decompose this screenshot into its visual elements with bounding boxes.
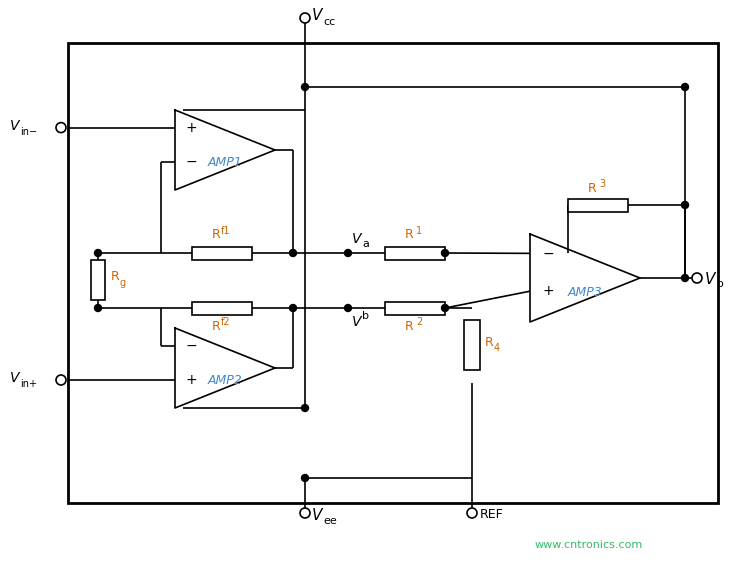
Text: f1: f1 [222, 226, 231, 236]
Bar [192, 247, 252, 260]
Bar [192, 301, 252, 315]
Text: R: R [588, 182, 596, 194]
Text: o: o [716, 279, 723, 289]
Circle shape [442, 250, 448, 256]
Bar [568, 198, 628, 211]
Text: 2: 2 [416, 317, 422, 327]
Text: ee: ee [323, 516, 336, 526]
Bar [91, 260, 105, 300]
Text: R: R [212, 229, 220, 242]
Circle shape [345, 305, 351, 311]
Text: a: a [362, 239, 369, 249]
Circle shape [289, 250, 296, 256]
Text: +: + [542, 284, 554, 298]
Text: R: R [111, 270, 120, 283]
Circle shape [300, 13, 310, 23]
Text: V: V [10, 119, 19, 133]
Text: V: V [352, 232, 362, 246]
Bar [464, 320, 480, 370]
Text: V: V [312, 8, 322, 24]
Circle shape [682, 274, 689, 282]
Circle shape [289, 305, 296, 311]
Circle shape [56, 123, 66, 133]
Text: AMP3: AMP3 [568, 285, 602, 298]
Text: 1: 1 [416, 226, 422, 236]
Circle shape [682, 202, 689, 209]
Circle shape [692, 273, 702, 283]
Bar [385, 301, 445, 315]
Text: V: V [10, 371, 19, 385]
Text: f2: f2 [221, 317, 231, 327]
Circle shape [301, 474, 309, 482]
Bar [385, 247, 445, 260]
Text: R: R [485, 336, 494, 348]
Circle shape [300, 508, 310, 518]
Bar [68, 43, 718, 503]
Circle shape [301, 405, 309, 411]
Circle shape [682, 84, 689, 90]
Text: REF: REF [480, 509, 504, 522]
Circle shape [442, 305, 448, 311]
Text: +: + [185, 121, 197, 135]
Circle shape [467, 508, 477, 518]
Text: b: b [362, 311, 369, 321]
Text: V: V [352, 315, 362, 329]
Circle shape [95, 250, 101, 256]
Text: www.cntronics.com: www.cntronics.com [535, 540, 643, 550]
Text: 3: 3 [599, 179, 605, 189]
Text: 4: 4 [494, 343, 500, 353]
Text: −: − [542, 246, 554, 260]
Text: −: − [185, 338, 197, 352]
Text: AMP1: AMP1 [207, 156, 242, 169]
Text: +: + [185, 373, 197, 387]
Text: g: g [120, 278, 126, 288]
Text: cc: cc [323, 17, 335, 27]
Text: V: V [705, 271, 715, 287]
Text: R: R [404, 229, 413, 242]
Text: AMP2: AMP2 [207, 374, 242, 387]
Circle shape [345, 250, 351, 256]
Text: −: − [185, 155, 197, 169]
Text: in+: in+ [20, 379, 37, 389]
Text: V: V [312, 507, 322, 523]
Text: R: R [404, 320, 413, 333]
Circle shape [95, 305, 101, 311]
Text: R: R [212, 320, 220, 333]
Circle shape [301, 84, 309, 90]
Circle shape [56, 375, 66, 385]
Text: in−: in− [20, 126, 37, 137]
